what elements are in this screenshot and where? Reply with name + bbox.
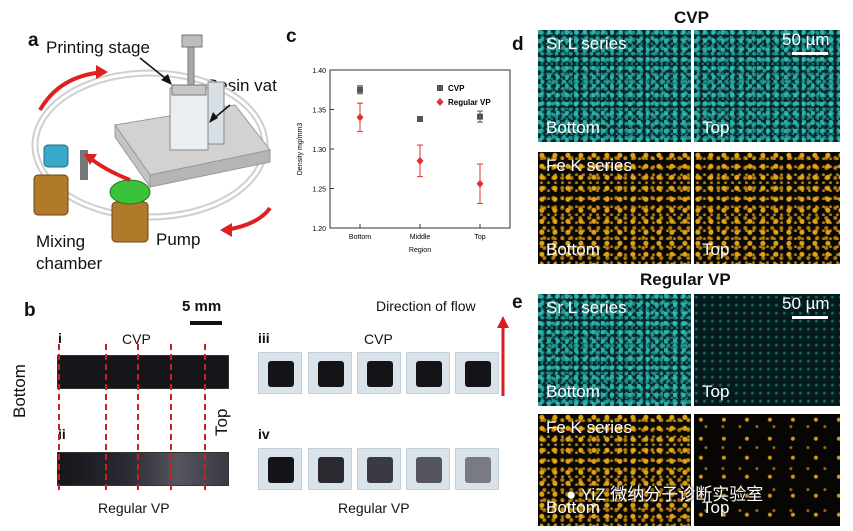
x-tick-label: Top xyxy=(474,234,485,241)
regular-cube-3 xyxy=(357,448,401,490)
scale-label: 50 µm xyxy=(782,294,830,313)
y-tick-label: 1.30 xyxy=(312,147,326,154)
label-ii: ii xyxy=(58,426,66,442)
cvp-strip-label: CVP xyxy=(122,331,151,347)
regular-cube-4 xyxy=(406,448,450,490)
data-point-cvp xyxy=(477,113,483,120)
printing-stage xyxy=(181,34,203,48)
bottom-label: Bottom xyxy=(546,498,600,517)
resin-vat xyxy=(169,87,209,151)
top-label: Top xyxy=(702,118,730,137)
legend-label: CVP xyxy=(448,84,465,93)
top-label: Top xyxy=(212,408,231,436)
scale-bar xyxy=(792,316,828,319)
cvp-sr-top-map: 50 µm Top xyxy=(694,30,840,142)
cvp-strip xyxy=(57,355,229,389)
section-line-4 xyxy=(170,344,172,490)
fe-series-label: Fe K series xyxy=(546,156,632,175)
regular-sr-bottom-map: Sr L series Bottom xyxy=(538,294,691,406)
scale-bar xyxy=(190,321,222,325)
fe-series-label: Fe K series xyxy=(546,418,632,437)
y-tick-label: 1.20 xyxy=(312,226,326,233)
x-tick-label: Bottom xyxy=(349,234,371,241)
panel-e-letter: e xyxy=(512,292,523,313)
cvp-cube-5 xyxy=(455,352,499,394)
panel-d-letter: d xyxy=(512,34,524,55)
data-point-cvp xyxy=(417,115,423,122)
y-axis-label: Density mg/mm3 xyxy=(297,123,304,176)
y-tick-label: 1.35 xyxy=(312,108,326,115)
panel-c-letter: c xyxy=(286,26,297,47)
regular-cube-2 xyxy=(308,448,352,490)
printer-schematic xyxy=(31,34,272,243)
y-tick-label: 1.40 xyxy=(312,68,326,75)
regular-vp-strip xyxy=(57,452,229,486)
panel-d-title: CVP xyxy=(674,8,709,27)
regular-vp-cubes-label: Regular VP xyxy=(338,500,410,516)
label-i: i xyxy=(58,330,62,346)
legend-label: Regular VP xyxy=(448,98,491,107)
cvp-sr-bottom-map: Sr L series Bottom xyxy=(538,30,691,142)
regular-sr-top-map: 50 µm Top xyxy=(694,294,840,406)
bottom-label: Bottom xyxy=(546,118,600,137)
sr-series-label: Sr L series xyxy=(546,34,627,53)
regular-fe-bottom-map: Fe K series Bottom xyxy=(538,414,691,526)
top-label: Top xyxy=(702,240,730,259)
label-iii: iii xyxy=(258,330,270,346)
regular-fe-top-map: Top xyxy=(694,414,840,526)
cvp-fe-top-map: Top xyxy=(694,152,840,264)
density-chart: 1.20 1.25 1.30 1.35 1.40 Bottom Middle Top Regio… xyxy=(297,68,511,254)
x-axis-label: Region xyxy=(409,247,431,254)
pump-label: Pump xyxy=(156,230,201,249)
mixing-chamber xyxy=(33,174,69,216)
panel-b-letter: b xyxy=(24,300,36,321)
regular-cube-1 xyxy=(258,448,302,490)
data-point-regular-vp xyxy=(356,113,364,122)
watermark: ● YiZ 微纳分子诊断实验室 xyxy=(566,485,764,504)
data-point-regular-vp xyxy=(476,179,484,188)
scale-label: 50 µm xyxy=(782,30,830,49)
cvp-cube-2 xyxy=(308,352,352,394)
legend-marker xyxy=(436,98,444,106)
mixing-chamber-label-line1: Mixing xyxy=(36,232,86,251)
bottom-label: Bottom xyxy=(546,240,600,259)
flow-arrow-mid xyxy=(88,156,131,182)
cvp-cube-1 xyxy=(258,352,302,394)
direction-of-flow-label: Direction of flow xyxy=(376,298,476,314)
y-tick-label: 1.25 xyxy=(312,187,326,194)
regular-cube-5 xyxy=(455,448,499,490)
data-point-regular-vp xyxy=(416,156,424,165)
top-label: Top xyxy=(702,382,730,401)
bottom-label: Bottom xyxy=(10,364,29,418)
cvp-fe-bottom-map: Fe K series Bottom xyxy=(538,152,691,264)
cvp-cubes-label: CVP xyxy=(364,331,393,347)
wechat-icon: ● xyxy=(566,485,577,504)
cvp-cube-4 xyxy=(406,352,450,394)
scale-bar-label: 5 mm xyxy=(182,298,222,315)
flow-direction-arrow xyxy=(497,316,509,396)
x-tick-label: Middle xyxy=(410,234,431,241)
top-label: Top xyxy=(702,498,730,517)
section-line-3 xyxy=(137,344,139,490)
bottom-label: Bottom xyxy=(546,382,600,401)
pump xyxy=(111,201,149,243)
regular-vp-strip-label: Regular VP xyxy=(98,500,170,516)
mixing-chamber-label-line2: chamber xyxy=(36,254,103,273)
section-line-5 xyxy=(204,344,206,490)
label-iv: iv xyxy=(258,426,270,442)
section-line-1 xyxy=(58,344,60,490)
sr-series-label: Sr L series xyxy=(546,298,627,317)
data-point-cvp xyxy=(357,86,363,93)
cvp-cube-3 xyxy=(357,352,401,394)
section-line-2 xyxy=(105,344,107,490)
printing-stage-label: Printing stage xyxy=(46,38,150,57)
legend-marker xyxy=(437,85,443,91)
scale-bar xyxy=(792,52,828,55)
panel-e-title: Regular VP xyxy=(640,270,731,289)
panel-a-letter: a xyxy=(28,30,39,51)
